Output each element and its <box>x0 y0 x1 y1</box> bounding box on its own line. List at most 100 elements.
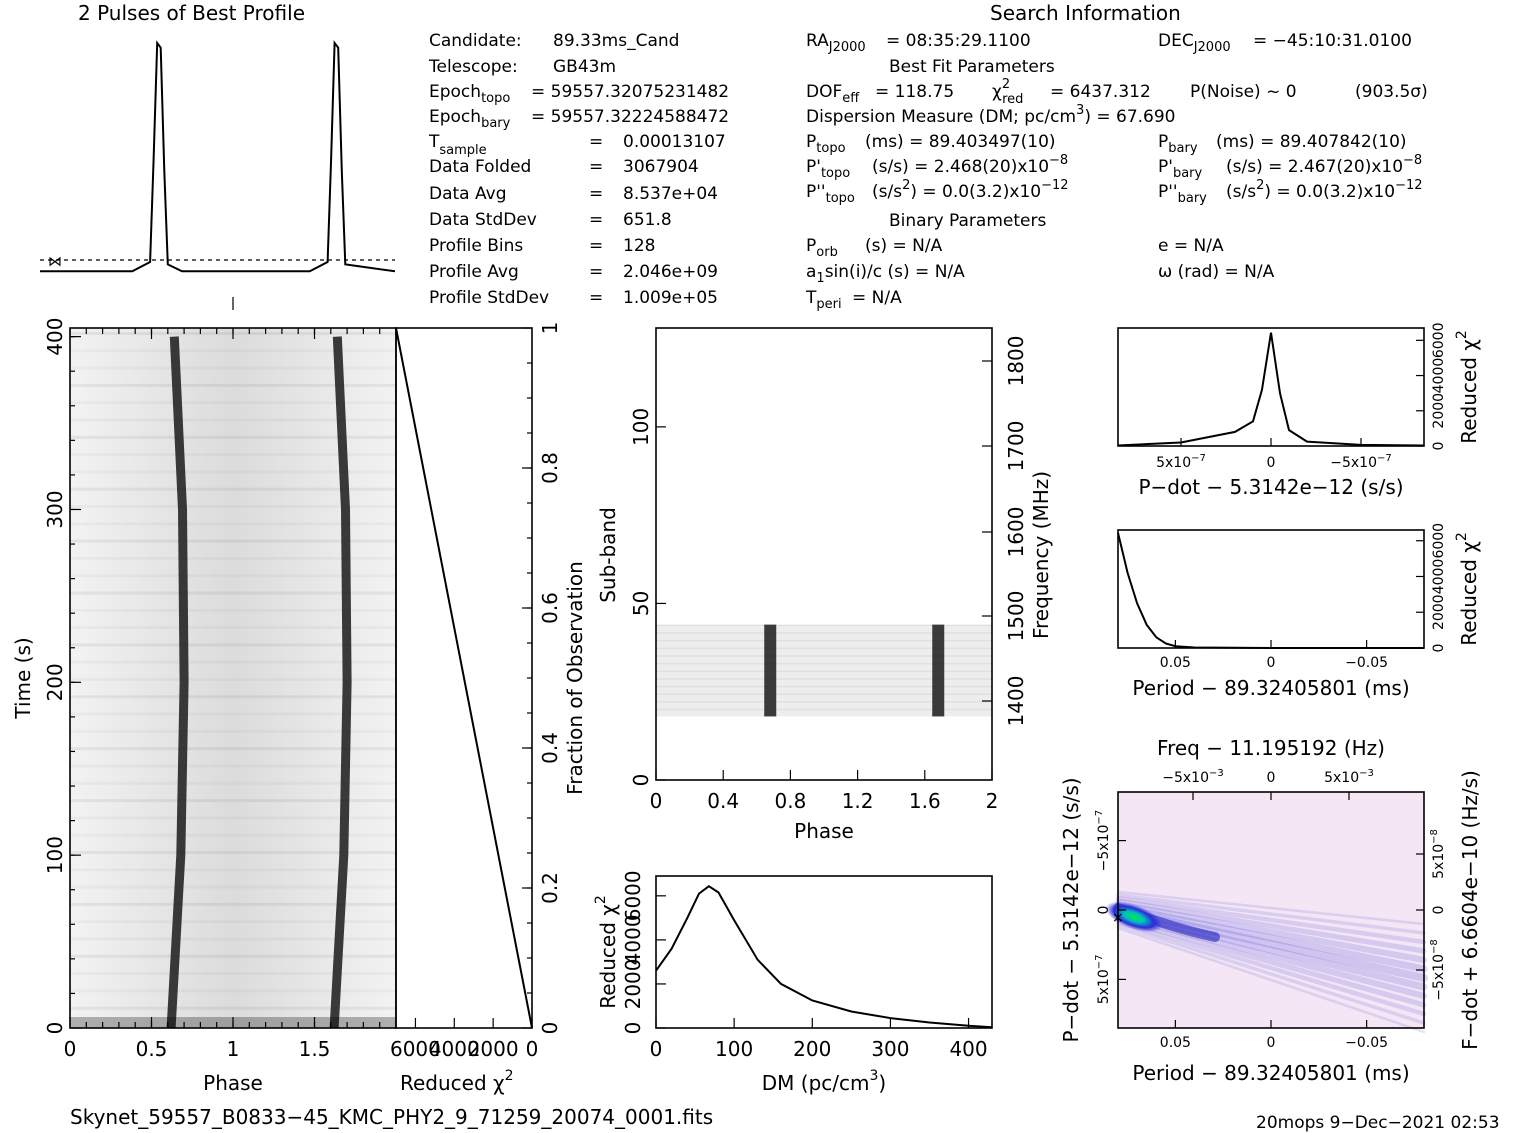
epoch-topo-value: = 59557.32075231482 <box>531 82 729 102</box>
pnoise-text: P(Noise) ~ 0 <box>1190 82 1297 102</box>
period-curve <box>1117 532 1424 649</box>
pdot-bary-value: (s/s) = 2.467(20)x10−8 <box>1226 153 1422 177</box>
pulse-track-1 <box>166 336 189 1029</box>
subband-panel: 0 0.4 0.8 1.2 1.6 2 0 50 100 1400 1500 1600 1700 1800… <box>596 327 1053 843</box>
profile-avg-eq: = <box>589 262 603 282</box>
subband-frame <box>655 327 993 781</box>
period-y-tick-label: 2000 <box>1431 594 1447 630</box>
dec-label: DECJ2000 <box>1158 31 1231 55</box>
ppdot-streak <box>1115 919 1427 1017</box>
data-avg-value: 8.537e+04 <box>623 184 718 204</box>
binary-title: Binary Parameters <box>889 211 1046 231</box>
subband-x-tick-label: 1.2 <box>842 789 874 813</box>
ppdot-top-tick-label: 5x10−3 <box>1324 768 1374 786</box>
epoch-bary-value: = 59557.32224588472 <box>531 107 729 127</box>
subband-row <box>656 701 992 703</box>
dm-y-tick-label: 0 <box>621 1022 645 1035</box>
ptopo-label: Ptopo <box>806 132 846 156</box>
ppdot-y2-label: F−dot + 6.6604e−10 (Hz/s) <box>1458 770 1482 1050</box>
porb-label: Porb <box>806 236 838 260</box>
phase-axis-label-2: Phase <box>794 819 854 843</box>
pddot-bary-label: P''bary <box>1158 182 1207 206</box>
ppdot-peak <box>1105 901 1163 933</box>
data-folded-eq: = <box>589 157 603 177</box>
epoch-bary-label: Epochbary <box>429 107 511 131</box>
time-phase-stripe <box>70 383 396 387</box>
data-stddev-eq: = <box>589 210 603 230</box>
pdot-y-tick-label: 0 <box>1431 442 1447 451</box>
period-y-tick-label: 0 <box>1431 644 1447 653</box>
pdot-y-label: Reduced χ2 <box>1454 330 1481 444</box>
dm-text: Dispersion Measure (DM; pc/cm3) = 67.690 <box>806 103 1175 127</box>
cumulative-curve <box>395 327 533 1029</box>
period-x-label: Period − 89.32405801 (ms) <box>1132 676 1409 700</box>
data-stddev-value: 651.8 <box>623 210 672 230</box>
profile-marker: ⋈ <box>48 254 62 270</box>
time-phase-x-tick-label: 0.5 <box>136 1037 168 1061</box>
fraction-y-tick-label: 0 <box>538 1022 562 1035</box>
ppdot-x-label: Period − 89.32405801 (ms) <box>1132 1061 1409 1085</box>
pddot-topo-label: P''topo <box>806 182 855 206</box>
time-phase-stripe <box>70 643 396 647</box>
frequency-tick-label: 1400 <box>1004 676 1028 727</box>
tsample-label: Tsample <box>428 132 487 158</box>
subband-row <box>656 678 992 680</box>
pdot-curve <box>1117 332 1425 447</box>
subband-y-tick-label: 0 <box>629 774 653 787</box>
ppdot-panel: Freq − 11.195192 (Hz) × 0.05 0 −0.05−5x10−… <box>1059 736 1482 1085</box>
time-y-tick-label: 300 <box>43 490 67 528</box>
footer-right-text: 20mops 9−Dec−2021 02:53 <box>1256 1113 1500 1133</box>
time-phase-stripe <box>70 954 396 958</box>
period-x-tick-label: 0.05 <box>1160 655 1191 671</box>
cumulative-x-tick-label: 0 <box>526 1037 539 1061</box>
pdot-x-tick-label: −5x10−7 <box>1330 453 1392 471</box>
time-y-tick-label: 400 <box>43 318 67 356</box>
ppdot-streak <box>1116 923 1426 1025</box>
subband-x-tick-label: 0.4 <box>707 789 739 813</box>
time-phase-stripe <box>70 367 396 370</box>
telescope-label: Telescope: <box>428 57 518 77</box>
pdot-y-tick-label: 4000 <box>1431 358 1447 394</box>
fraction-y-tick-label: 0.4 <box>538 732 562 764</box>
search-title: Search Information <box>990 1 1181 25</box>
cumulative-x-label: Reduced χ2 <box>400 1068 514 1095</box>
chi-label: χ2 red <box>992 77 1023 107</box>
tsample-value: 0.00013107 <box>623 132 726 152</box>
subband-y-tick-label: 50 <box>629 591 653 616</box>
ppdot-streak <box>1115 895 1427 945</box>
subband-x-tick-label: 1.6 <box>909 789 941 813</box>
profile-stddev-label: Profile StdDev <box>429 288 549 308</box>
time-phase-ticks: 0 0.5 1 1.5 0 100 200 300 400 <box>43 318 381 1061</box>
ppdot-y-label: P−dot − 5.3142e−12 (s/s) <box>1059 777 1083 1042</box>
time-phase-x-tick-label: 1 <box>227 1037 240 1061</box>
profile-bins-value: 128 <box>623 236 655 256</box>
telescope-value: GB43m <box>553 57 616 77</box>
ppdot-x-tick-label: −0.05 <box>1345 1035 1388 1051</box>
frequency-tick-label: 1500 <box>1004 591 1028 642</box>
candidate-label: Candidate: <box>429 31 522 51</box>
ptopo-value: (ms) = 89.403497(10) <box>865 132 1056 152</box>
tsample-eq: = <box>589 132 603 152</box>
chi-value: = 6437.312 <box>1050 82 1151 102</box>
frequency-tick-label: 1700 <box>1004 421 1028 472</box>
subband-row <box>656 693 992 695</box>
time-phase-stripe <box>70 902 396 906</box>
subband-row <box>656 670 992 673</box>
subband-row <box>656 708 992 711</box>
cumulative-x-tick-label: 2000 <box>468 1037 519 1061</box>
pdot-x-tick-label: 0 <box>1267 455 1276 471</box>
candidate-value: 89.33ms_Cand <box>553 31 679 51</box>
epoch-topo-label: Epochtopo <box>429 82 510 106</box>
porb-value: (s) = N/A <box>865 236 943 256</box>
subband-row <box>656 655 992 657</box>
pdot-x-tick-label: 5x10−7 <box>1156 453 1206 471</box>
profile-panel: ⋈ <box>40 40 396 310</box>
dm-curve <box>655 884 993 1029</box>
profile-avg-label: Profile Avg <box>429 262 519 282</box>
ppdot-ticks: 0.05 0 −0.05 −5x10−3 0 5x10−3 −5x10−7 0 5x10−7 5x… <box>1094 768 1447 1051</box>
